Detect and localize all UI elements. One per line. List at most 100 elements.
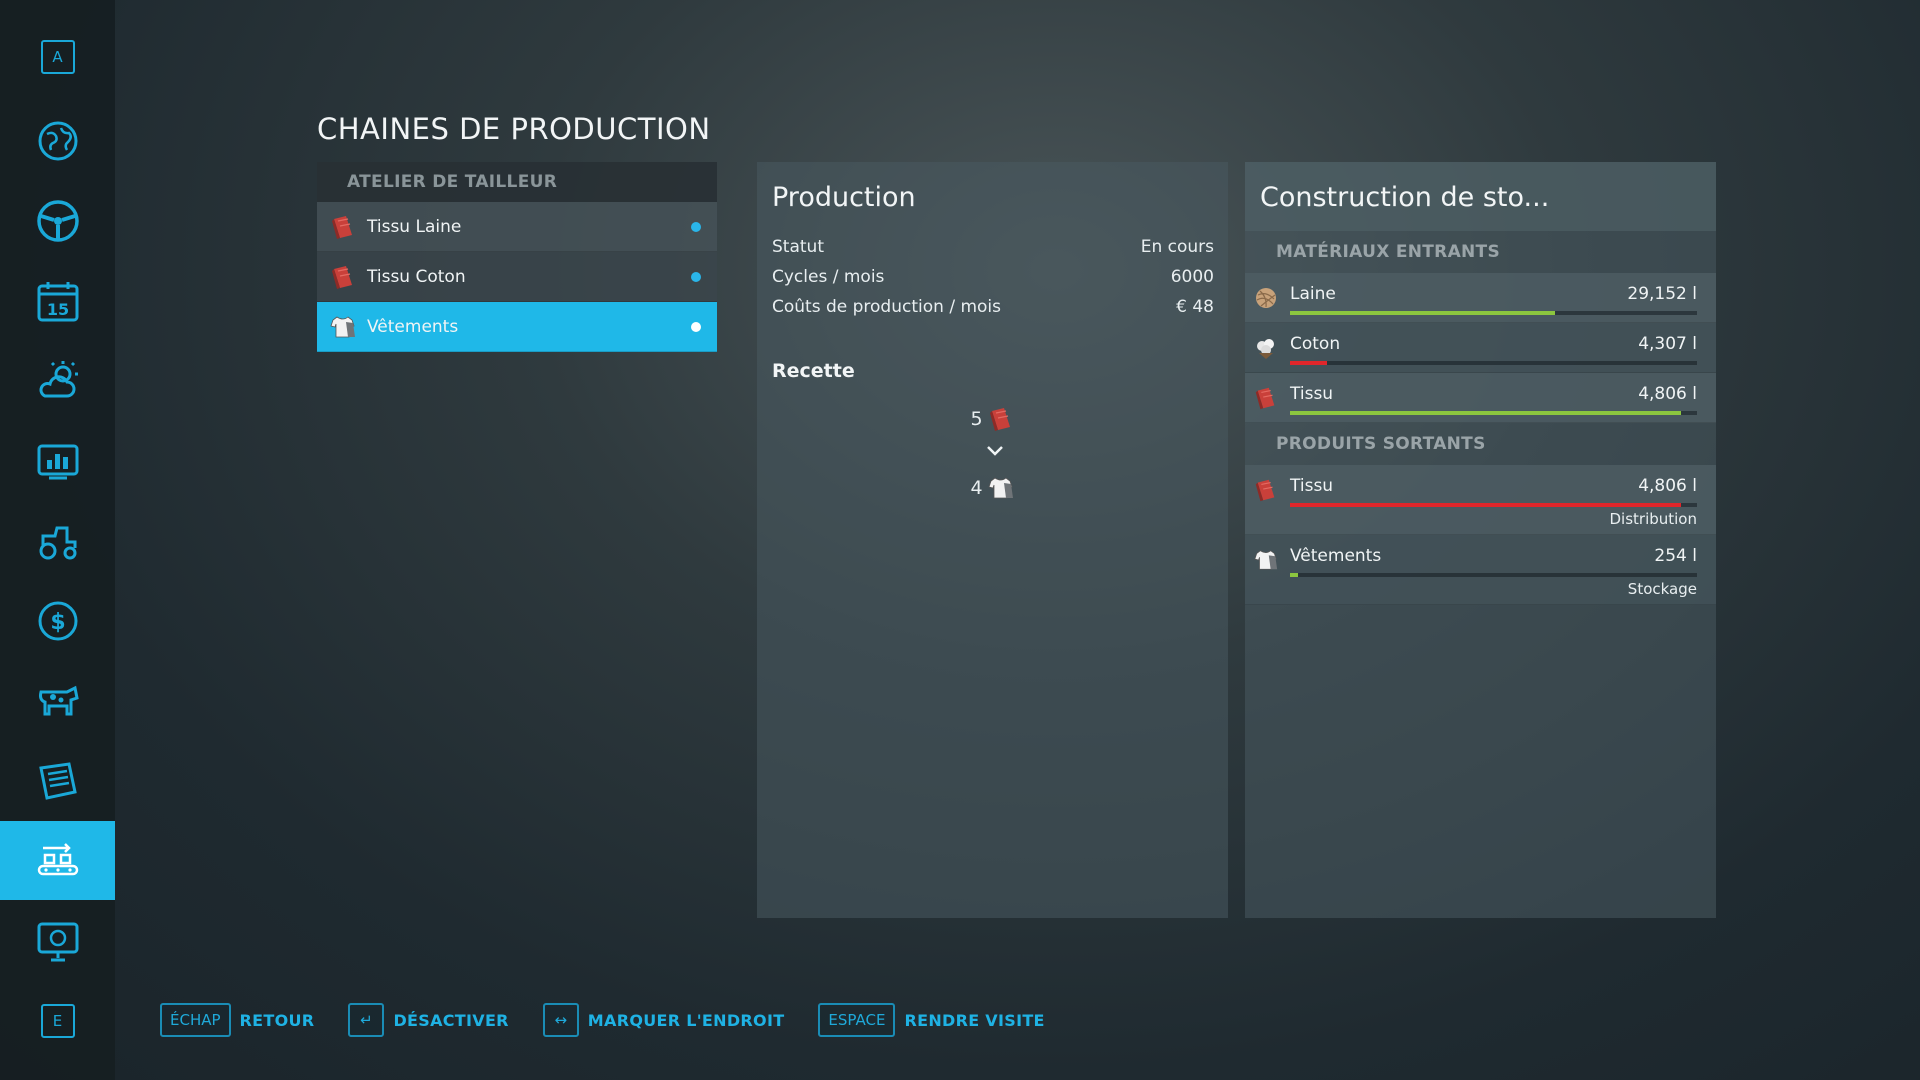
sidebar-item-finances[interactable]: $ [0, 581, 115, 661]
fill-bar-level [1290, 573, 1299, 577]
sidebar: A 15 $ E [0, 0, 115, 1080]
material-name: Tissu [1290, 384, 1334, 404]
statistics-icon [37, 444, 78, 480]
output-destination[interactable]: Stockage [1627, 580, 1697, 598]
list-item-label: Tissu Coton [367, 266, 466, 287]
recipe-output: 4 [757, 474, 1228, 502]
fill-bar-level [1290, 411, 1681, 415]
outputs-section-label: PRODUITS SORTANTS [1276, 434, 1486, 454]
weather-icon [39, 361, 78, 398]
hint-label: RETOUR [239, 1010, 315, 1030]
production-panel: Production Statut En cours Cycles / mois… [757, 162, 1228, 918]
material-name: Tissu [1290, 476, 1334, 496]
chevron-down-icon [986, 446, 1003, 456]
status-dot [691, 222, 701, 232]
recipe-title: Recette [772, 360, 855, 382]
list-item-tissu-laine[interactable]: Tissu Laine [317, 202, 717, 252]
sidebar-item-calendar[interactable]: 15 [0, 261, 115, 341]
cotton-icon [1257, 339, 1274, 359]
sidebar-key-e[interactable]: E [0, 981, 115, 1061]
calendar-day: 15 [46, 300, 68, 319]
wool-icon [1256, 288, 1276, 308]
fabric-icon [332, 265, 352, 289]
hint-mark-location[interactable]: ↔ MARQUER L'ENDROIT [542, 1003, 785, 1037]
fill-bar [1290, 361, 1697, 365]
recipe-output-qty: 4 [970, 477, 983, 499]
material-value: 4,806 l [1638, 384, 1697, 404]
clothes-icon [330, 315, 355, 337]
cycles-label: Cycles / mois [772, 267, 885, 287]
hint-label: DÉSACTIVER [393, 1010, 509, 1030]
sidebar-item-contracts[interactable] [0, 741, 115, 821]
production-title: Production [772, 182, 916, 213]
output-destination[interactable]: Distribution [1609, 510, 1697, 528]
input-row-tissu: Tissu 4,806 l [1245, 373, 1716, 423]
page-title: CHAINES DE PRODUCTION [317, 112, 711, 146]
input-row-laine: Laine 29,152 l [1245, 273, 1716, 323]
status-value: En cours [1140, 237, 1214, 257]
list-header: ATELIER DE TAILLEUR [317, 162, 717, 202]
help-icon [37, 922, 78, 962]
fill-bar [1290, 573, 1697, 577]
key-arrows: ↔ [542, 1003, 579, 1037]
output-row-tissu: Tissu 4,806 l Distribution [1245, 465, 1716, 535]
input-row-coton: Coton 4,307 l [1245, 323, 1716, 373]
sidebar-item-vehicles[interactable] [0, 181, 115, 261]
hint-label: RENDRE VISITE [904, 1010, 1045, 1030]
costs-label: Coûts de production / mois [772, 297, 1001, 317]
costs-row: Coûts de production / mois € 48 [757, 292, 1228, 322]
hint-label: MARQUER L'ENDROIT [587, 1010, 785, 1030]
sidebar-item-production[interactable] [0, 821, 115, 900]
fabric-icon [1255, 387, 1275, 410]
material-value: 4,307 l [1638, 334, 1697, 354]
sidebar-item-animals[interactable] [0, 661, 115, 741]
hint-deactivate[interactable]: ↵ DÉSACTIVER [348, 1003, 508, 1037]
input-hints-bar: ÉCHAP RETOUR ↵ DÉSACTIVER ↔ MARQUER L'EN… [160, 1003, 1079, 1037]
sidebar-item-weather[interactable] [0, 341, 115, 421]
fill-bar [1290, 311, 1697, 315]
key-a-label: A [40, 40, 75, 74]
storage-title: Construction de sto... [1245, 162, 1716, 231]
key-e-label: E [40, 1004, 75, 1038]
material-value: 4,806 l [1638, 476, 1697, 496]
list-item-label: Vêtements [367, 316, 459, 337]
list-item-vetements[interactable]: Vêtements [317, 302, 717, 352]
recipe-input-qty: 5 [970, 408, 983, 430]
sidebar-key-a[interactable]: A [0, 17, 115, 97]
status-dot [691, 272, 701, 282]
fill-bar-level [1290, 361, 1327, 365]
fill-bar [1290, 411, 1697, 415]
globe-icon [38, 121, 77, 161]
material-name: Vêtements [1290, 546, 1382, 566]
hint-visit[interactable]: ESPACE RENDRE VISITE [818, 1003, 1044, 1037]
fabric-icon [332, 215, 352, 239]
sidebar-item-statistics[interactable] [0, 421, 115, 501]
list-item-label: Tissu Laine [367, 216, 462, 237]
sidebar-item-help[interactable] [0, 901, 115, 981]
key-space: ESPACE [818, 1003, 896, 1037]
costs-value: € 48 [1176, 297, 1214, 317]
sidebar-item-map[interactable] [0, 101, 115, 181]
material-name: Laine [1290, 284, 1336, 304]
inputs-section-label: MATÉRIAUX ENTRANTS [1276, 242, 1500, 262]
production-list: ATELIER DE TAILLEUR Tissu Laine Tissu Co… [317, 162, 717, 352]
clothes-icon [988, 477, 1013, 499]
animals-icon [38, 685, 79, 716]
material-value: 254 l [1654, 546, 1697, 566]
cycles-row: Cycles / mois 6000 [757, 262, 1228, 292]
sidebar-item-garage[interactable] [0, 501, 115, 581]
output-row-vetements: Vêtements 254 l Stockage [1245, 535, 1716, 605]
recipe-arrow [757, 444, 1228, 458]
production-icon [37, 842, 78, 875]
list-item-tissu-coton[interactable]: Tissu Coton [317, 252, 717, 302]
recipe-input: 5 [757, 405, 1228, 433]
status-row: Statut En cours [757, 232, 1228, 262]
status-label: Statut [772, 237, 824, 257]
status-dot [691, 322, 701, 332]
key-enter: ↵ [348, 1003, 385, 1037]
hint-back[interactable]: ÉCHAP RETOUR [160, 1003, 314, 1037]
fill-bar-level [1290, 503, 1681, 507]
tractor-icon [39, 526, 76, 560]
svg-text:$: $ [50, 610, 65, 635]
clothes-icon [1254, 550, 1278, 570]
